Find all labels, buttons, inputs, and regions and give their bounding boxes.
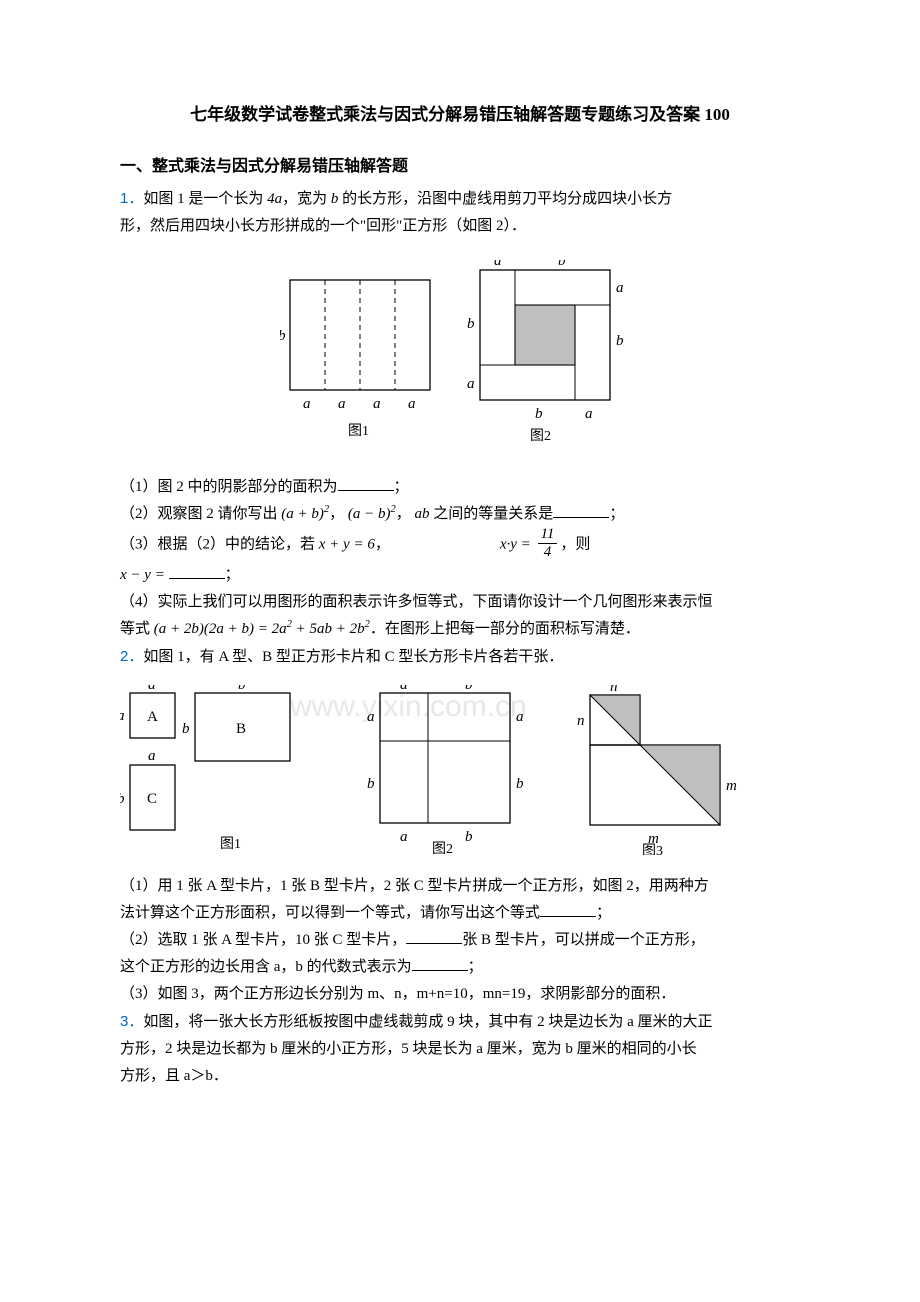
q2-p1a: （1）用 1 张 A 型卡片，1 张 B 型卡片，2 张 C 型卡片拼成一个正方… xyxy=(120,873,800,900)
q2-p2: （2）选取 1 张 A 型卡片，10 张 C 型卡片，张 B 型卡片，可以拼成一… xyxy=(120,927,800,954)
q1-figures: b a a a a 图1 a b a b b a b a 图2 xyxy=(120,260,800,450)
svg-text:图2: 图2 xyxy=(530,429,551,444)
q2-figures: A a a B b b C b a 图1 a b a b a b a b 图2 … xyxy=(120,685,800,855)
q1-p4: （4）实际上我们可以用图形的面积表示许多恒等式，下面请你设计一个几何图形来表示恒 xyxy=(120,589,800,616)
svg-text:a: a xyxy=(148,685,156,693)
blank[interactable] xyxy=(412,957,468,971)
svg-text:a: a xyxy=(494,260,502,269)
q1-p4b: 等式 (a + 2b)(2a + b) = 2a2 + 5ab + 2b2．在图… xyxy=(120,616,800,643)
svg-text:b: b xyxy=(616,333,624,349)
q1-number: 1． xyxy=(120,190,143,207)
svg-text:a: a xyxy=(148,748,156,764)
svg-text:b: b xyxy=(238,685,246,693)
svg-text:a: a xyxy=(400,829,408,845)
svg-text:b: b xyxy=(465,829,473,845)
svg-text:b: b xyxy=(467,316,475,332)
svg-text:a: a xyxy=(467,376,475,392)
q3-l2: 方形，2 块是边长都为 b 厘米的小正方形，5 块是长为 a 厘米，宽为 b 厘… xyxy=(120,1036,800,1063)
svg-text:B: B xyxy=(236,721,246,737)
svg-text:A: A xyxy=(147,709,158,725)
q1-stem: 1．如图 1 是一个长为 4a，宽为 b 的长方形，沿图中虚线用剪刀平均分成四块… xyxy=(120,185,800,213)
svg-text:a: a xyxy=(408,396,416,412)
blank[interactable] xyxy=(406,930,462,944)
svg-text:n: n xyxy=(577,713,585,729)
svg-text:a: a xyxy=(373,396,381,412)
svg-text:b: b xyxy=(465,685,473,693)
svg-text:b: b xyxy=(516,776,524,792)
q2-p2c: 这个正方形的边长用含 a，b 的代数式表示为； xyxy=(120,954,800,981)
svg-text:a: a xyxy=(400,685,408,693)
q2-p3: （3）如图 3，两个正方形边长分别为 m、n，m+n=10，mn=19，求阴影部… xyxy=(120,981,800,1008)
q1-p3: （3）根据（2）中的结论，若 x + y = 6，x·y = 114，则 xyxy=(120,528,800,562)
svg-text:m: m xyxy=(726,778,737,794)
q3-number: 3． xyxy=(120,1013,143,1030)
blank[interactable] xyxy=(338,477,394,491)
svg-text:b: b xyxy=(182,721,190,737)
svg-text:C: C xyxy=(147,791,157,807)
svg-text:图1: 图1 xyxy=(220,837,241,852)
q2-stem: 2．如图 1，有 A 型、B 型正方形卡片和 C 型长方形卡片各若干张． xyxy=(120,643,800,671)
svg-text:a: a xyxy=(516,709,524,725)
svg-text:a: a xyxy=(303,396,311,412)
q2-p1b: 法计算这个正方形面积，可以得到一个等式，请你写出这个等式； xyxy=(120,900,800,927)
svg-text:b: b xyxy=(367,776,375,792)
svg-text:图2: 图2 xyxy=(432,842,453,855)
svg-text:b: b xyxy=(120,791,125,807)
svg-text:n: n xyxy=(610,685,618,695)
blank[interactable] xyxy=(169,565,225,579)
q1-p1: （1）图 2 中的阴影部分的面积为； xyxy=(120,474,800,501)
svg-text:a: a xyxy=(338,396,346,412)
svg-text:图3: 图3 xyxy=(642,844,663,855)
svg-text:b: b xyxy=(280,328,286,344)
svg-text:a: a xyxy=(616,280,624,296)
svg-text:a: a xyxy=(367,709,375,725)
q1-stem-2: 形，然后用四块小长方形拼成的一个"回形"正方形（如图 2）． xyxy=(120,213,800,240)
q3-stem: 3．如图，将一张大长方形纸板按图中虚线裁剪成 9 块，其中有 2 块是边长为 a… xyxy=(120,1008,800,1036)
q1-p2: （2）观察图 2 请你写出 (a + b)2， (a − b)2， ab 之间的… xyxy=(120,501,800,528)
q1-p3b: x − y = ； xyxy=(120,562,800,589)
q2-number: 2． xyxy=(120,648,143,665)
q3-l3: 方形，且 a＞b． xyxy=(120,1063,800,1090)
svg-text:a: a xyxy=(120,708,125,724)
blank[interactable] xyxy=(540,903,596,917)
svg-text:b: b xyxy=(535,406,543,422)
svg-text:a: a xyxy=(585,406,593,422)
page-title: 七年级数学试卷整式乘法与因式分解易错压轴解答题专题练习及答案 100 xyxy=(120,100,800,131)
svg-text:图1: 图1 xyxy=(348,424,369,439)
section-heading: 一、整式乘法与因式分解易错压轴解答题 xyxy=(120,153,800,182)
svg-text:b: b xyxy=(558,260,566,269)
blank[interactable] xyxy=(553,504,609,518)
